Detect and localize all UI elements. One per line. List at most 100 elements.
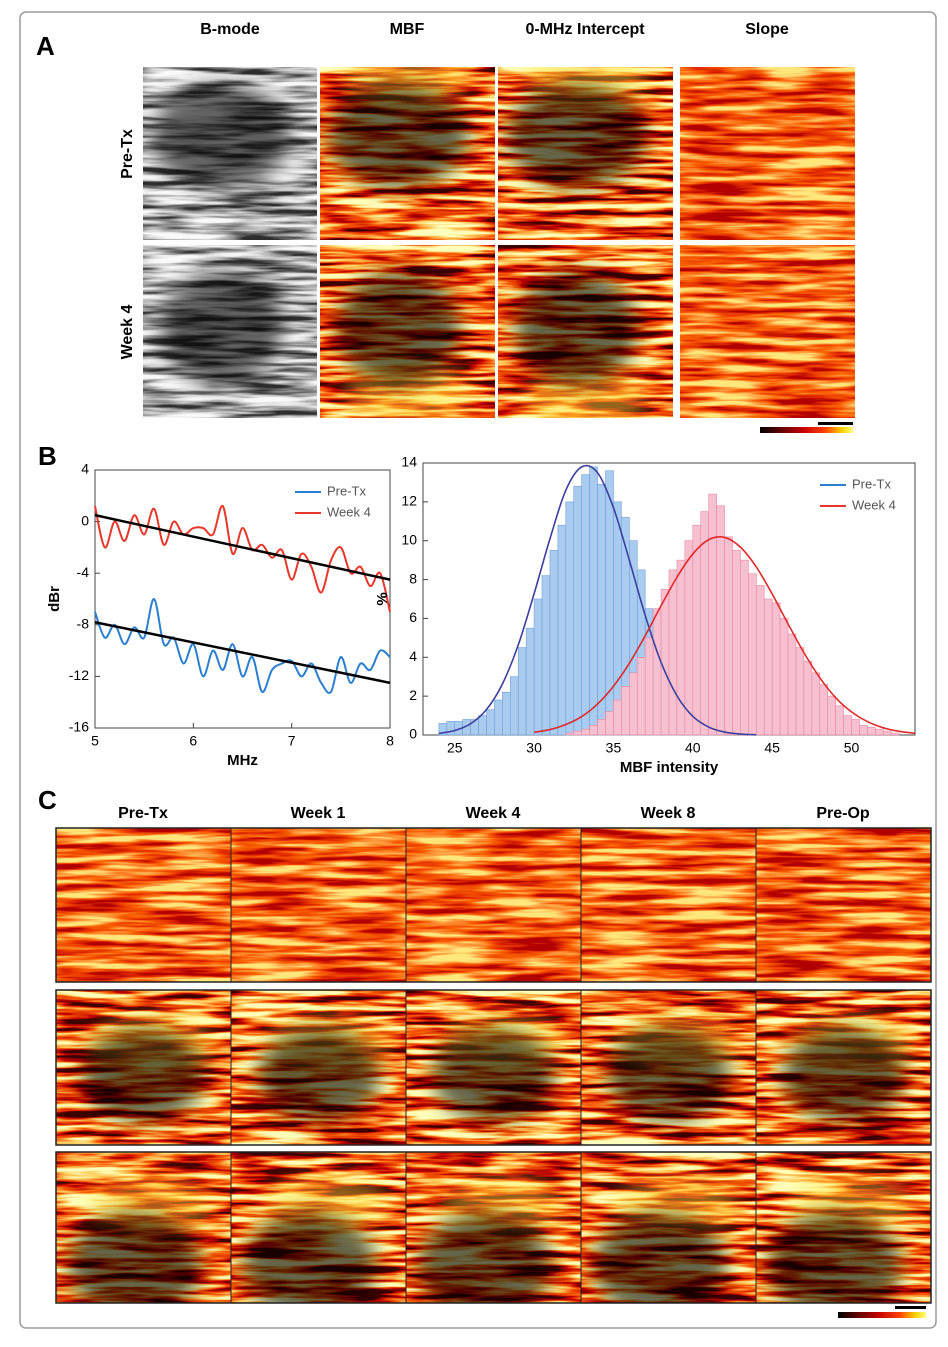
- image-panel: [756, 990, 931, 1145]
- histogram-bar: [509, 676, 519, 736]
- histogram-bar: [795, 647, 805, 736]
- histogram-bar: [494, 699, 503, 736]
- tumor-region: [151, 84, 291, 189]
- histogram-bar: [755, 585, 765, 736]
- image-panel: [231, 1152, 406, 1303]
- column-header: B-mode: [200, 21, 260, 38]
- y-tick-label: -4: [77, 564, 90, 580]
- image-texture: [680, 67, 855, 240]
- y-tick-label: 8: [409, 570, 417, 586]
- histogram-bar: [748, 573, 757, 736]
- image-texture: [581, 828, 756, 982]
- tumor-region: [418, 1212, 552, 1303]
- fit-curve: [438, 464, 757, 736]
- image-panel: [231, 990, 406, 1145]
- histogram-bar: [597, 719, 606, 736]
- image-panel: [498, 67, 673, 240]
- image-panel: [320, 67, 495, 240]
- data-line: [94, 597, 391, 694]
- column-header: Slope: [745, 21, 789, 38]
- panel-label: C: [38, 785, 57, 815]
- x-tick-label: 25: [447, 740, 463, 756]
- tumor-region: [506, 84, 647, 189]
- data-line: [94, 505, 391, 613]
- histogram-bar: [478, 715, 487, 736]
- histogram-bar: [859, 724, 868, 736]
- image-panel: [498, 245, 673, 418]
- panel-label: A: [36, 31, 55, 61]
- histogram-bar: [525, 627, 535, 736]
- histogram-bar: [875, 728, 884, 736]
- image-panel: [320, 245, 495, 418]
- histogram-bar: [486, 709, 495, 736]
- x-tick-label: 40: [685, 740, 701, 756]
- histogram-bar: [589, 466, 598, 736]
- y-tick-label: 0: [409, 726, 417, 742]
- image-panel: [756, 1152, 931, 1303]
- histogram-bar: [724, 536, 733, 736]
- image-frame: [55, 1151, 932, 1304]
- image-panel: [406, 828, 581, 982]
- tumor-region: [593, 1212, 727, 1303]
- colorbar: [760, 427, 853, 433]
- histogram-bar: [771, 602, 781, 736]
- column-header: Pre-Op: [816, 805, 870, 822]
- y-tick-label: -12: [69, 667, 89, 683]
- tumor-region: [515, 270, 638, 386]
- fit-line: [94, 513, 391, 581]
- image-panel: [406, 990, 581, 1145]
- tumor-region: [257, 1028, 380, 1122]
- tumor-region: [328, 84, 469, 189]
- histogram-bar: [533, 598, 543, 736]
- histogram-bar: [819, 684, 829, 736]
- y-axis-label: %: [374, 592, 391, 605]
- tumor-region: [82, 1028, 205, 1122]
- image-panel: [143, 67, 317, 240]
- image-texture: [56, 828, 231, 982]
- histogram-bar: [613, 699, 622, 736]
- histogram-bar: [565, 732, 575, 736]
- fit-line: [94, 620, 391, 685]
- histogram-bar: [708, 493, 717, 736]
- image-panel: [56, 1152, 231, 1303]
- histogram-bar: [811, 672, 821, 736]
- histogram-bar: [589, 724, 598, 736]
- tumor-region: [68, 1212, 202, 1303]
- tumor-region: [243, 1212, 377, 1303]
- figure-border: [19, 11, 937, 1329]
- image-frame: [55, 827, 932, 983]
- histogram-bar: [636, 656, 646, 736]
- bright-region: [524, 369, 647, 418]
- image-texture: [406, 828, 581, 982]
- x-axis-label: MBF intensity: [620, 759, 719, 776]
- histogram-bar: [803, 660, 813, 736]
- y-tick-label: -16: [69, 719, 89, 735]
- histogram-bar: [827, 695, 836, 736]
- x-tick-label: 5: [91, 733, 99, 749]
- histogram-bar: [684, 540, 694, 736]
- image-panel: [56, 828, 231, 982]
- image-panel: [581, 828, 756, 982]
- y-tick-label: 12: [401, 493, 417, 509]
- image-frame: [55, 989, 932, 1146]
- histogram-bar: [621, 686, 630, 736]
- plot-frame: [94, 469, 391, 729]
- image-texture: [756, 828, 931, 982]
- x-tick-label: 6: [189, 733, 197, 749]
- histogram-bar: [787, 633, 797, 736]
- tumor-region: [607, 1028, 730, 1122]
- histogram-bar: [716, 505, 725, 736]
- row-label: Pre-Tx: [119, 129, 136, 179]
- column-header: MBF: [390, 21, 425, 38]
- legend-label: Week 4: [852, 497, 896, 512]
- histogram-bar: [644, 637, 654, 736]
- row-label: Week 4: [119, 304, 136, 359]
- histogram-bar: [890, 732, 900, 736]
- image-panel: [406, 1152, 581, 1303]
- histogram-bar: [660, 588, 670, 736]
- tumor-region: [160, 270, 283, 386]
- y-tick-label: 10: [401, 531, 417, 547]
- tumor-region: [768, 1212, 902, 1303]
- histogram-bar: [517, 647, 527, 736]
